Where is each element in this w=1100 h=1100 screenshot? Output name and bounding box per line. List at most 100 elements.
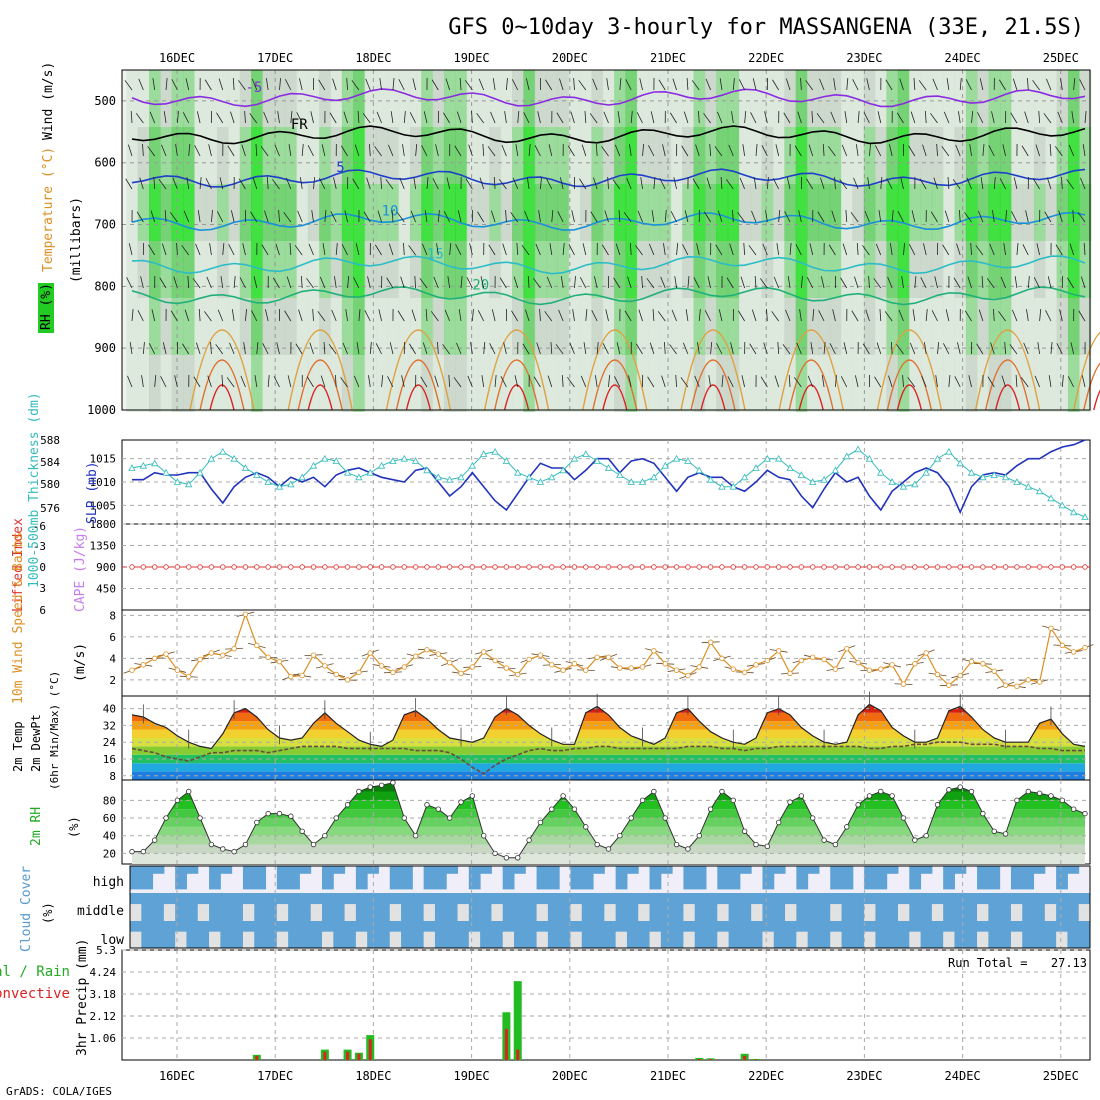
wind-barb (299, 78, 303, 91)
rh-cell (863, 298, 876, 355)
cloud-cell (773, 866, 786, 874)
wind-speed-point (140, 662, 147, 668)
wind-barb (250, 211, 258, 223)
cloud-gap (344, 904, 357, 921)
wind-barb (658, 79, 666, 91)
wind-barb (537, 111, 541, 124)
wind-barb (276, 342, 280, 355)
wind-barb (548, 144, 553, 157)
cloud-cell (1044, 893, 1057, 905)
wind-barb (1055, 244, 1063, 256)
rh-point (662, 815, 668, 821)
lifted-index-point (322, 564, 328, 570)
wind-barb (334, 375, 337, 388)
cloud-gap (423, 904, 436, 921)
rh-cell (319, 184, 332, 241)
wind-barb (674, 276, 677, 289)
rh-cell (841, 241, 854, 298)
cloud-cell (593, 866, 605, 874)
rh-cell (387, 184, 400, 241)
wind-barb (718, 309, 723, 322)
rh-cell (841, 70, 854, 127)
rh-point (503, 855, 510, 861)
wind-barb (761, 145, 768, 157)
rh-point (900, 815, 907, 821)
wind-barb (1079, 79, 1086, 91)
warm-contour (886, 359, 933, 411)
cloud-cell (389, 921, 402, 932)
rh-point (560, 793, 566, 799)
cloud-cell (796, 921, 809, 932)
rh-cell (398, 298, 411, 355)
rh-cell (852, 298, 865, 355)
wind-barb (673, 177, 677, 190)
wind-barb (465, 178, 473, 190)
wind-barb (390, 111, 394, 124)
wind-barb (449, 243, 452, 256)
wind-barb (457, 210, 462, 223)
lifted-index-point (753, 564, 759, 570)
wind-barb (526, 177, 530, 190)
cloud-cell (864, 921, 876, 932)
rh-cell (466, 355, 479, 412)
wind-barb (884, 311, 893, 322)
wind-speed-point (401, 664, 407, 670)
cloud-gap (931, 904, 944, 921)
wind-barb (663, 342, 666, 355)
wind-barb (285, 177, 292, 190)
wind-barb (923, 243, 927, 256)
wind-barb (821, 375, 825, 388)
wind-barb (309, 342, 314, 355)
rh-cell (353, 298, 366, 355)
wind-barb (1066, 179, 1074, 190)
wind-barb (932, 78, 938, 91)
rh-cell (863, 184, 876, 241)
cloud-gap (276, 931, 289, 948)
cloud-cell (423, 893, 436, 905)
thickness-point (230, 454, 238, 462)
run-total-value: 27.13 (1051, 956, 1087, 970)
rh-cell (319, 355, 332, 412)
precip-convective-bar (516, 1049, 520, 1060)
lifted-index-point (288, 564, 294, 570)
wind-barb (629, 144, 632, 157)
wind-barb (233, 276, 236, 289)
rh-cell (602, 184, 615, 241)
thickness-point (593, 457, 601, 464)
rh-point (685, 846, 691, 852)
rh-point (605, 846, 612, 852)
rh-tick-label: 60 (103, 812, 116, 825)
rh-cell (909, 70, 922, 127)
wind-speed-point (265, 654, 271, 660)
cloud-cell (604, 921, 617, 948)
thickness-point (332, 457, 340, 464)
rh-point (583, 824, 589, 830)
wind-barb (366, 177, 371, 190)
temp-tick-label: 16 (103, 753, 116, 766)
wind-barb (238, 80, 246, 91)
wind-barb (958, 111, 961, 124)
lifted-index-point (628, 564, 634, 570)
rh-cell (648, 184, 661, 241)
rh-point (957, 784, 963, 790)
rh-cell (273, 70, 286, 127)
rh-cell (614, 355, 627, 412)
cloud-cell (593, 893, 605, 921)
wind-barb (1083, 243, 1086, 256)
rh-cell (875, 70, 888, 127)
cloud-cell (209, 893, 221, 921)
wind-barb (272, 277, 280, 289)
rh-cell (126, 127, 139, 184)
wind-barb (322, 243, 326, 256)
rh-cell (149, 70, 161, 127)
wind-barb (845, 210, 848, 223)
cloud-cell (886, 893, 899, 921)
wind-barb (692, 178, 700, 190)
rh-cell (478, 70, 490, 127)
wind-speed-point (242, 611, 249, 617)
cloud-cell (231, 921, 244, 948)
wind-speed-point (946, 682, 952, 688)
lifted-index-point (220, 564, 226, 570)
rh-cell (784, 241, 797, 298)
wind-barb (437, 210, 440, 223)
